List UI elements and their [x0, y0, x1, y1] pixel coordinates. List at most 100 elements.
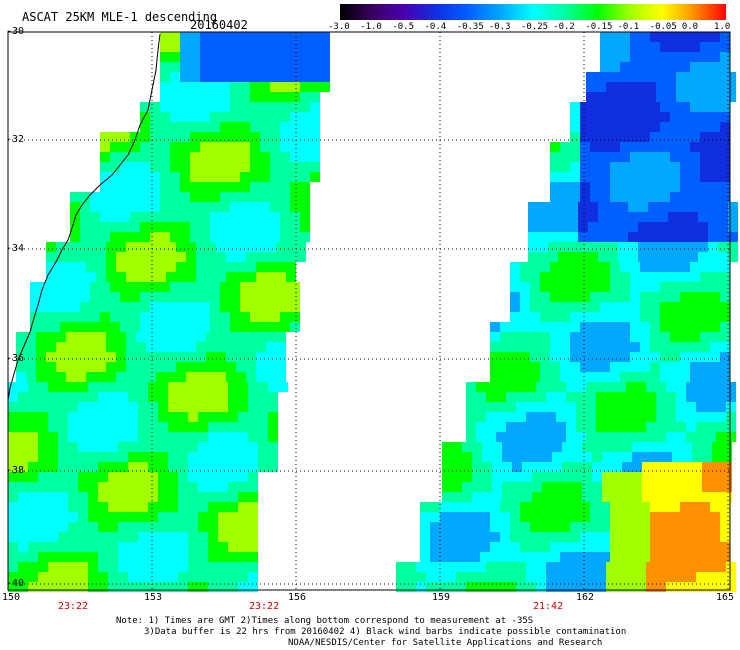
swath-cell [660, 332, 670, 342]
swath-cell [692, 472, 702, 482]
swath-cell [480, 542, 490, 552]
swath-cell [562, 492, 572, 502]
swath-cell [640, 352, 650, 362]
swath-cell [290, 32, 300, 42]
swath-cell [28, 532, 38, 542]
swath-cell [180, 142, 190, 152]
swath-cell [646, 72, 656, 82]
swath-cell [658, 212, 668, 222]
swath-cell [108, 392, 118, 402]
swath-cell [296, 252, 306, 262]
swath-cell [660, 192, 670, 202]
swath-cell [188, 482, 198, 492]
swath-cell [692, 482, 702, 492]
swath-cell [78, 482, 88, 492]
swath-cell [532, 452, 542, 462]
swath-cell [552, 492, 562, 502]
swath-cell [540, 522, 550, 532]
swath-cell [660, 502, 670, 512]
swath-cell [56, 272, 66, 282]
swath-cell [196, 242, 206, 252]
swath-cell [700, 262, 710, 272]
swath-cell [270, 102, 280, 112]
swath-cell [700, 532, 710, 542]
swath-cell [600, 172, 610, 182]
swath-cell [590, 282, 600, 292]
swath-cell [536, 422, 546, 432]
swath-cell [628, 232, 638, 242]
swath-cell [300, 182, 310, 192]
swath-cell [270, 172, 280, 182]
swath-cell [528, 212, 538, 222]
swath-cell [596, 82, 606, 92]
swath-cell [680, 342, 690, 352]
swath-cell [568, 232, 578, 242]
swath-cell [646, 392, 656, 402]
swath-cell [482, 472, 492, 482]
swath-cell [436, 582, 446, 592]
swath-cell [178, 582, 188, 592]
swath-cell [8, 532, 18, 542]
swath-cell [592, 452, 602, 462]
swath-cell [58, 442, 68, 452]
swath-cell [130, 312, 140, 322]
swath-cell [108, 442, 118, 452]
swath-cell [700, 32, 710, 42]
swath-cell [450, 512, 460, 522]
swath-cell [578, 202, 588, 212]
swath-cell [270, 112, 280, 122]
swath-cell [110, 322, 120, 332]
swath-cell [78, 412, 88, 422]
swath-cell [710, 192, 720, 202]
swath-cell [660, 262, 670, 272]
swath-cell [720, 172, 730, 182]
swath-cell [90, 322, 100, 332]
swath-cell [570, 162, 580, 172]
swath-cell [626, 582, 636, 592]
swath-cell [248, 412, 258, 422]
swath-cell [630, 42, 640, 52]
swath-cell [562, 482, 572, 492]
swath-cell [570, 312, 580, 322]
swath-cell [556, 382, 566, 392]
swath-cell [442, 472, 452, 482]
swath-cell [710, 522, 720, 532]
swath-cell [130, 162, 140, 172]
swath-cell [670, 102, 680, 112]
swath-cell [38, 482, 48, 492]
swath-cell [590, 522, 600, 532]
swath-cell [178, 542, 188, 552]
swath-cell [108, 412, 118, 422]
swath-cell [238, 432, 248, 442]
swath-cell [532, 482, 542, 492]
swath-cell [18, 402, 28, 412]
swath-cell [168, 512, 178, 522]
swath-cell [136, 252, 146, 262]
swath-cell [190, 192, 200, 202]
swath-cell [186, 252, 196, 262]
swath-cell [570, 502, 580, 512]
swath-cell [138, 402, 148, 412]
swath-cell [250, 162, 260, 172]
swath-cell [660, 302, 670, 312]
swath-cell [268, 392, 278, 402]
swath-cell [266, 242, 276, 252]
swath-cell [540, 332, 550, 342]
swath-cell [128, 482, 138, 492]
swath-cell [546, 402, 556, 412]
swath-cell [310, 42, 320, 52]
swath-cell [210, 222, 220, 232]
swath-cell [620, 32, 630, 42]
swath-cell [580, 162, 590, 172]
swath-cell [552, 462, 562, 472]
swath-cell [570, 512, 580, 522]
swath-cell [520, 272, 530, 282]
swath-cell [170, 142, 180, 152]
swath-cell [210, 142, 220, 152]
swath-cell [270, 122, 280, 132]
swath-cell [180, 102, 190, 112]
swath-cell [630, 282, 640, 292]
swath-cell [610, 172, 620, 182]
swath-cell [250, 312, 260, 322]
colorbar-tick: -0.35 [456, 22, 484, 32]
